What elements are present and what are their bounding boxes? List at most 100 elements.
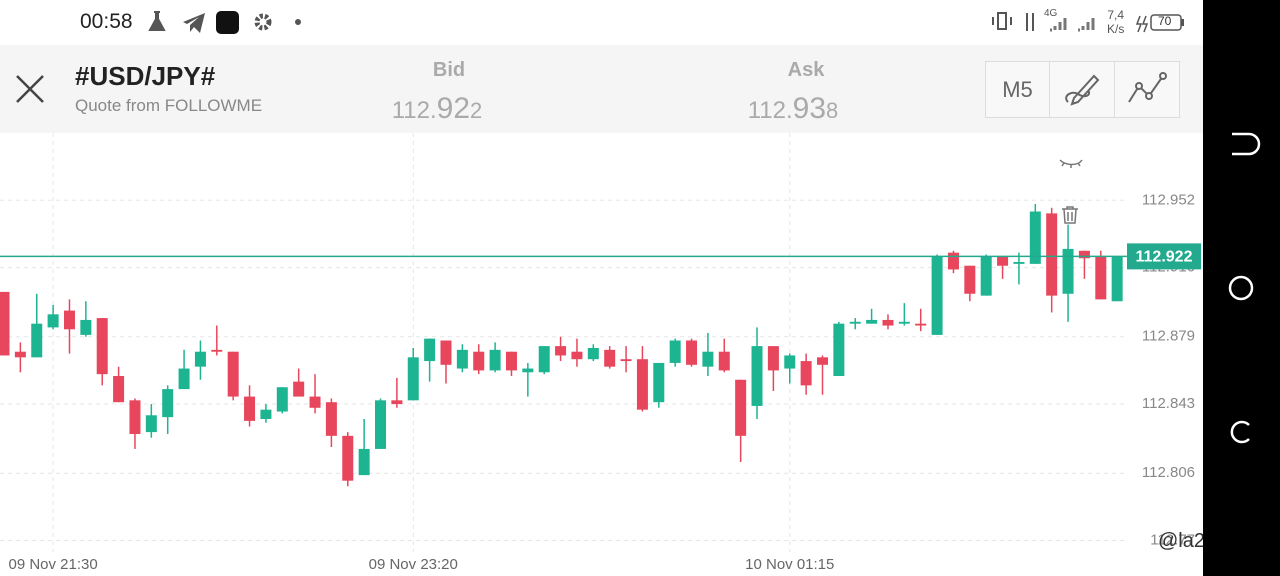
candle-body [522,368,534,373]
network-type: 4G [1044,8,1058,19]
timeframe-button[interactable]: M5 [986,62,1050,117]
ask-label: Ask [787,59,825,81]
candle-body [702,351,714,367]
y-tick-label: 112.843 [1142,395,1195,412]
bid-part: 92 [436,92,471,125]
bid-part: 112. [391,97,437,124]
candle-body [1078,250,1090,259]
battery-level: 70 [1158,14,1172,28]
candle-body [162,389,174,418]
bid-label: Bid [432,59,466,81]
home-button[interactable] [1228,275,1254,301]
candle-body [866,319,878,324]
symbol: #USD/JPY# [75,61,216,91]
x-tick-label: 09 Nov 23:20 [369,556,458,573]
candle-body [358,448,370,476]
recents-button[interactable] [1230,420,1250,444]
x-tick-label: 09 Nov 21:30 [8,556,97,573]
candle-body [587,347,599,360]
candle-body [1029,211,1041,264]
navigation-bar [1203,0,1280,576]
candlestick-chart: 112.952112.916112.879112.843112.806112.7… [0,133,1201,573]
candle-body [424,338,436,362]
bid-part: 2 [470,98,483,123]
candle-body [1095,256,1107,300]
candle-body [997,256,1009,266]
candle-body [1013,261,1025,264]
candle-body [800,361,812,386]
candle-body [669,340,681,363]
candle-body [47,314,59,328]
speed-unit: K/s [1107,22,1125,36]
candle-body [833,323,845,377]
candle-body [178,368,190,390]
candle-body [31,323,43,358]
close-button[interactable] [14,73,46,105]
candle-body [325,402,337,436]
candle-body [342,435,354,481]
y-tick-label: 112.952 [1142,191,1195,208]
candle-body [1046,213,1058,296]
candle-body [244,396,256,421]
draw-button[interactable] [1050,62,1115,117]
candle-body [96,318,108,375]
y-tick-label: 112.879 [1142,328,1195,345]
candle-body [784,355,796,369]
signal-icons [992,12,1095,32]
candle-body [505,351,517,371]
candle-body [309,396,321,408]
candle-body [555,346,567,356]
candle-body [604,349,616,367]
back-button[interactable] [1232,132,1261,156]
bid-price: 112.922 [392,92,483,126]
candle-body [276,387,288,412]
status-bar: 00:58 4G 7,4 K/s 70 [0,0,1203,45]
candle-body [14,351,26,358]
candle-body [375,400,387,449]
ask-part: 112. [747,97,793,124]
speed-value: 7,4 [1107,8,1125,22]
candle-body [440,340,452,365]
status-icons [148,11,301,34]
candle-body [735,379,747,436]
candle-body [686,340,698,365]
candle-body [0,291,10,356]
candle-body [571,351,583,360]
candle-body [980,256,992,296]
x-tick-label: 10 Nov 01:15 [745,556,834,573]
candle-body [882,319,894,326]
price-label: 112.922 [1136,249,1193,266]
candle-body [145,415,157,433]
ask-price: 112.938 [748,92,839,126]
candle-body [1111,256,1123,302]
candle-body [849,321,861,324]
ask-part: 8 [826,98,839,123]
candle-body [947,252,959,270]
y-tick-label: 112.806 [1142,464,1195,481]
plot: 112.952112.916112.879112.843112.806112.7… [0,133,1201,573]
battery-icon [1136,14,1184,33]
candle-body [227,351,239,397]
candle-body [129,400,141,434]
candle-body [931,256,943,335]
nav-icons [1228,132,1261,444]
header: #USD/JPY# Quote from FOLLOWME Bid 112.92… [0,45,1203,133]
candle-body [718,351,730,371]
candle-body [898,321,910,324]
candle-body [113,376,125,403]
delete-icon[interactable] [1062,206,1078,224]
candle-body [751,346,763,406]
candle-body [260,409,272,420]
indicator-button[interactable] [1115,62,1179,117]
candle-body [767,346,779,371]
candle-body [636,359,648,410]
candle-body [456,349,468,369]
eye-icon[interactable] [1059,159,1083,168]
candle-body [653,362,665,403]
candle-body [620,359,632,362]
price-label-bg [1127,243,1201,270]
candle-body [80,319,92,335]
candle-body [211,349,223,352]
ask-part: 93 [792,92,827,125]
speed: 7,4 K/s [1107,8,1124,36]
